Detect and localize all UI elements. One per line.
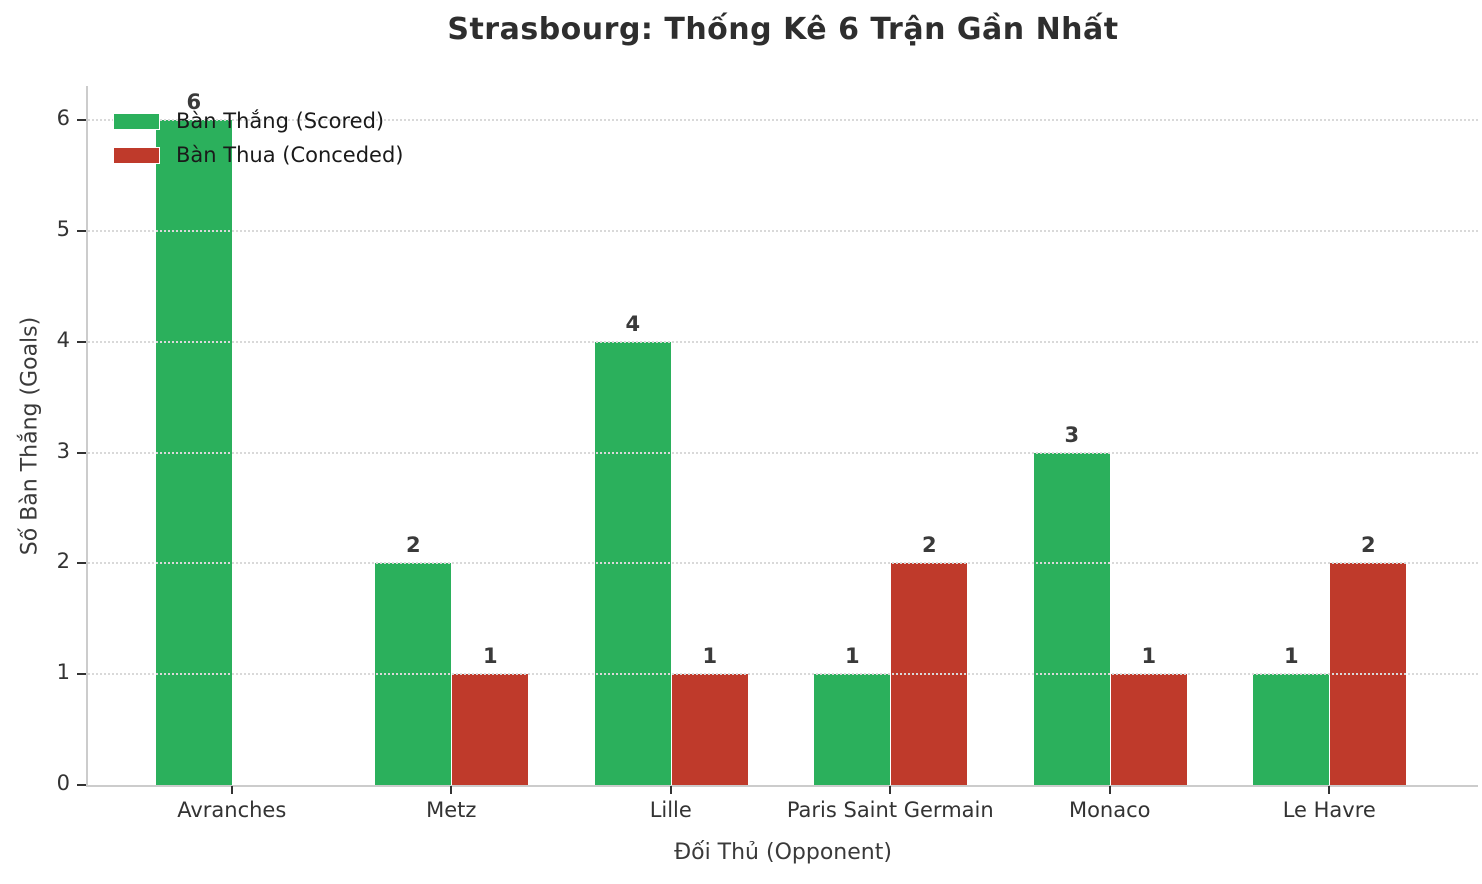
y-tick-mark-6 xyxy=(77,119,86,122)
gridline-y3 xyxy=(88,451,1478,454)
legend-label-scored: Bàn Thắng (Scored) xyxy=(176,109,385,133)
y-tick-label-3: 3 xyxy=(56,438,70,463)
x-tick-mark-le-havre xyxy=(1328,786,1331,794)
x-axis-spine xyxy=(86,785,1478,787)
y-tick-mark-4 xyxy=(77,340,86,343)
bar-value-label-b-n-th-ng-scored--paris-saint-germain: 1 xyxy=(844,644,860,669)
y-axis-spine xyxy=(86,86,88,787)
x-tick-mark-avranches xyxy=(230,786,233,794)
y-tick-label-2: 2 xyxy=(56,549,70,574)
bar-value-label-b-n-th-ng-scored--monaco: 3 xyxy=(1064,422,1080,447)
x-tick-label-lille: Lille xyxy=(649,798,692,822)
bar-value-label-b-n-th-ng-scored--avranches: 6 xyxy=(186,90,202,115)
x-tick-label-paris-saint-germain: Paris Saint Germain xyxy=(786,798,994,822)
legend-label-conceded: Bàn Thua (Conceded) xyxy=(176,143,404,167)
x-tick-mark-metz xyxy=(450,786,453,794)
bar-value-label-b-n-thua-conceded--metz: 1 xyxy=(482,644,498,669)
x-tick-mark-paris-saint-germain xyxy=(889,786,892,794)
x-tick-label-monaco: Monaco xyxy=(1068,798,1151,822)
chart-title: Strasbourg: Thống Kê 6 Trận Gần Nhất xyxy=(447,12,1119,47)
y-tick-mark-0 xyxy=(77,784,86,786)
bar-b-n-thua-conceded--metz xyxy=(452,674,529,785)
bar-value-label-b-n-th-ng-scored--metz: 2 xyxy=(405,533,421,558)
x-tick-label-le-havre: Le Havre xyxy=(1282,798,1376,822)
x-tick-label-avranches: Avranches xyxy=(177,798,287,822)
y-tick-label-4: 4 xyxy=(56,327,70,352)
bar-value-label-b-n-th-ng-scored--lille: 4 xyxy=(625,311,641,336)
y-tick-label-1: 1 xyxy=(56,660,70,685)
x-axis-title: Đối Thủ (Opponent) xyxy=(674,840,892,865)
gridline-y5 xyxy=(88,230,1478,232)
y-tick-mark-1 xyxy=(77,673,86,676)
legend-swatch-conceded xyxy=(113,146,160,164)
bar-value-label-b-n-thua-conceded--lille: 1 xyxy=(702,644,718,669)
bar-value-label-b-n-thua-conceded--monaco: 1 xyxy=(1141,644,1157,669)
legend-item-scored: Bàn Thắng (Scored) xyxy=(113,104,404,138)
bar-value-label-b-n-th-ng-scored--le-havre: 1 xyxy=(1283,644,1299,669)
y-tick-mark-2 xyxy=(77,562,86,565)
plot-area: 6 2 4 1 3 1 1 1 2 1 2 0 1 2 3 4 5 6 Avranches Metz Lille Pa… xyxy=(57,86,1478,822)
bar-b-n-thua-conceded--lille xyxy=(671,674,748,785)
gridline-y6 xyxy=(88,119,1478,122)
y-tick-mark-5 xyxy=(77,230,86,232)
bar-b-n-th-ng-scored--paris-saint-germain xyxy=(814,674,891,785)
y-tick-label-0: 0 xyxy=(56,771,70,795)
x-tick-label-metz: Metz xyxy=(426,798,477,822)
bar-value-label-b-n-thua-conceded--le-havre: 2 xyxy=(1360,533,1376,558)
bar-b-n-th-ng-scored--monaco xyxy=(1033,452,1110,785)
gridline-y2 xyxy=(88,562,1478,565)
bar-b-n-thua-conceded--monaco xyxy=(1110,674,1187,785)
legend-item-conceded: Bàn Thua (Conceded) xyxy=(113,138,404,172)
gridline-y4 xyxy=(88,340,1478,343)
legend: Bàn Thắng (Scored) Bàn Thua (Conceded) xyxy=(113,104,404,172)
y-tick-label-6: 6 xyxy=(56,106,70,131)
y-tick-mark-3 xyxy=(77,451,86,454)
x-tick-mark-lille xyxy=(669,786,672,794)
y-tick-label-5: 5 xyxy=(56,217,70,241)
y-axis-title: Số Bàn Thắng (Goals) xyxy=(17,316,43,556)
gridline-y1 xyxy=(88,673,1478,676)
legend-swatch-scored xyxy=(113,112,160,130)
bar-value-label-b-n-thua-conceded--paris-saint-germain: 2 xyxy=(921,533,937,558)
x-tick-mark-monaco xyxy=(1108,786,1111,794)
bar-b-n-th-ng-scored--le-havre xyxy=(1253,674,1330,785)
